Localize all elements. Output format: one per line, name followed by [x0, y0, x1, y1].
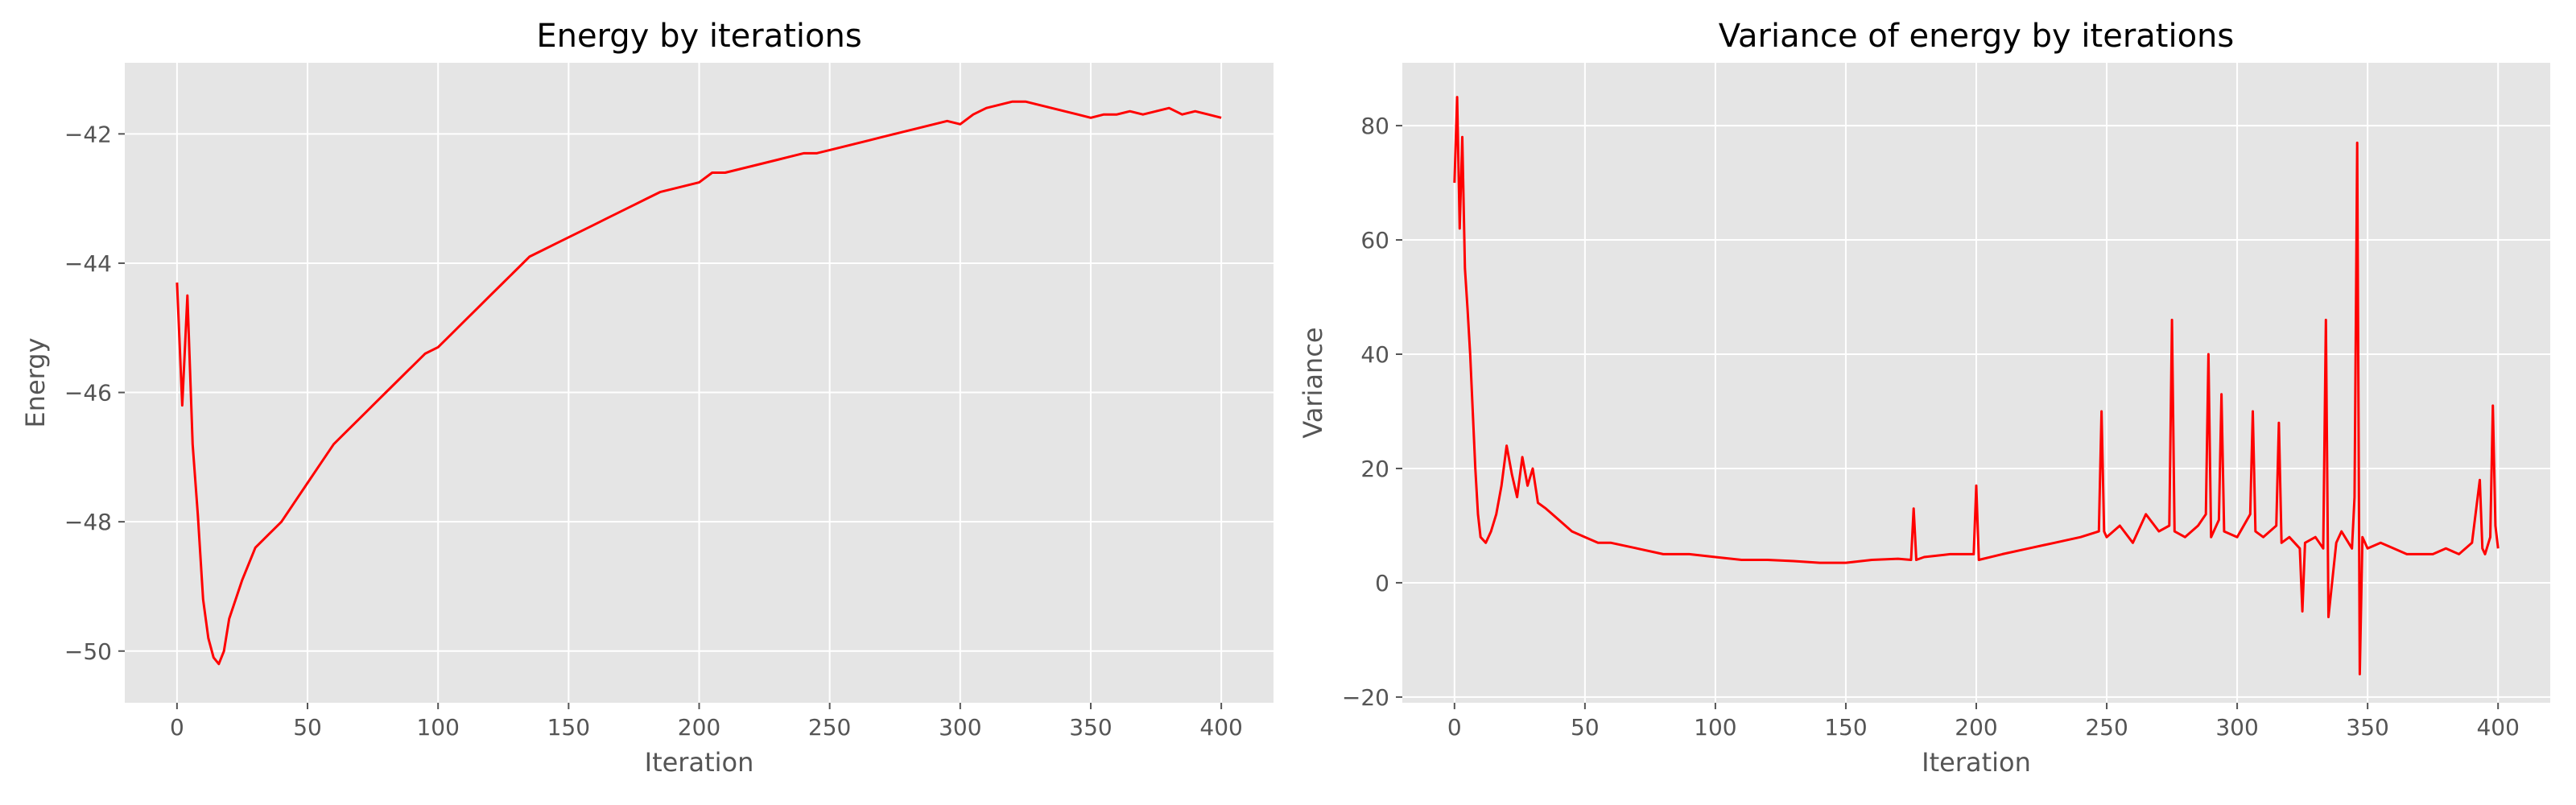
- energy-y-tick-label: −42: [64, 121, 112, 147]
- energy-y-tick-label: −46: [64, 380, 112, 407]
- energy-x-tick-label: 150: [547, 714, 590, 741]
- energy-x-tick-label: 400: [1199, 714, 1242, 741]
- energy-y-tick-label: −48: [64, 509, 112, 535]
- energy-x-axis-label: Iteration: [645, 747, 754, 778]
- energy-x-tick-label: 200: [678, 714, 720, 741]
- variance-y-tick-label: −20: [1342, 684, 1389, 711]
- variance-series-line: [1453, 96, 2500, 675]
- energy-chart-title: Energy by iterations: [536, 18, 861, 55]
- variance-chart-title: Variance of energy by iterations: [1719, 18, 2234, 55]
- energy-y-tick-label: −44: [64, 250, 112, 277]
- variance-x-tick-label: 350: [2346, 714, 2388, 741]
- energy-series: [175, 100, 1222, 666]
- energy-x-tick-label: 300: [939, 714, 981, 741]
- variance-y-axis-label: Variance: [1298, 327, 1328, 438]
- variance-series: [1453, 96, 2500, 675]
- energy-x-tick-label: 350: [1069, 714, 1112, 741]
- variance-y-tick-label: 60: [1360, 227, 1389, 254]
- energy-x-tick-label: 100: [416, 714, 459, 741]
- energy-x-tick-label: 250: [808, 714, 851, 741]
- variance-y-tick-label: 0: [1375, 570, 1389, 597]
- energy-y-axis-label: Energy: [20, 337, 51, 427]
- variance-y-tick-label: 20: [1360, 456, 1389, 482]
- energy-chart-panel: 0 50 100 150 200 250 300 350 400−50−48−46−44−42 …: [20, 18, 1274, 778]
- variance-x-tick-label: 200: [1955, 714, 1997, 741]
- variance-x-tick-label: 100: [1694, 714, 1736, 741]
- energy-ticks: 0 50 100 150 200 250 300 350 400 −50 −48 −46 −44 −42: [64, 121, 1243, 741]
- energy-x-tick-label: 0: [170, 714, 184, 741]
- energy-series-line: [175, 100, 1222, 666]
- variance-x-tick-label: 400: [2476, 714, 2519, 741]
- variance-x-tick-label: 300: [2215, 714, 2258, 741]
- variance-y-tick-label: 80: [1360, 113, 1389, 139]
- variance-x-tick-label: 150: [1824, 714, 1867, 741]
- energy-y-tick-label: −50: [64, 638, 112, 665]
- variance-x-tick-label: 0: [1447, 714, 1462, 741]
- variance-ticks: 0 50 100 150 200 250 300 350 400 −20 0 20 40 60 80: [1342, 113, 2520, 741]
- variance-x-tick-label: 50: [1571, 714, 1600, 741]
- energy-x-tick-label: 50: [293, 714, 322, 741]
- variance-chart-panel: 0 50 100 150 200 250 300 350 400 −20 0 20 40 60 80 Var…: [1298, 18, 2550, 778]
- variance-y-tick-label: 40: [1360, 341, 1389, 368]
- variance-x-tick-label: 250: [2085, 714, 2128, 741]
- variance-x-axis-label: Iteration: [1922, 747, 2031, 778]
- energy-grid: [125, 63, 1274, 703]
